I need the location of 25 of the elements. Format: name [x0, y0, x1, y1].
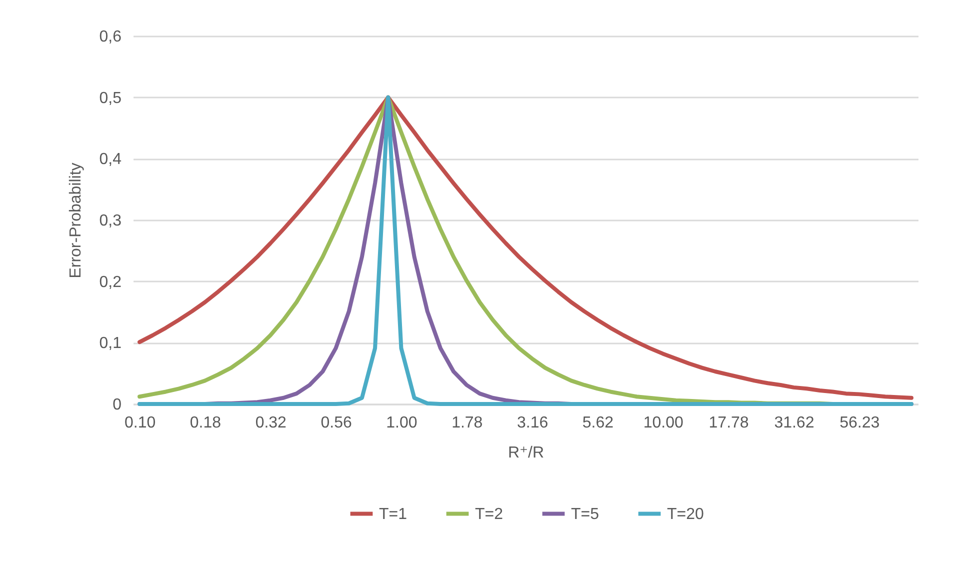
y-tick-label: 0 [112, 396, 122, 414]
y-tick-label: 0,2 [99, 274, 122, 291]
x-tick-label: 0.32 [255, 414, 287, 432]
x-tick-label: 3.16 [516, 414, 548, 432]
legend-label: T=20 [667, 506, 704, 523]
x-tick-label: 31.62 [774, 414, 814, 432]
x-tick-label: 0.56 [320, 414, 352, 432]
y-tick-label: 0,3 [99, 212, 122, 230]
y-tick-label: 0,1 [99, 335, 122, 352]
x-tick-label: 1.00 [386, 414, 418, 432]
legend-label: T=5 [571, 506, 600, 523]
x-axis-title: R⁺/R [508, 444, 544, 462]
x-tick-label: 10.00 [643, 414, 684, 432]
legend-label: T=2 [475, 506, 504, 523]
x-tick-label: 0.10 [124, 414, 156, 432]
y-tick-label: 0,6 [99, 28, 122, 46]
x-tick-label: 0.18 [190, 414, 222, 432]
y-tick-label: 0,4 [99, 151, 122, 168]
x-tick-label: 56.23 [840, 414, 880, 432]
y-axis-title: Error-Probability [67, 162, 84, 278]
x-tick-label: 5.62 [582, 414, 614, 432]
x-tick-label: 1.78 [452, 414, 483, 432]
y-tick-label: 0,5 [99, 90, 122, 107]
legend-label: T=1 [379, 506, 408, 523]
x-tick-label: 17.78 [708, 414, 749, 432]
